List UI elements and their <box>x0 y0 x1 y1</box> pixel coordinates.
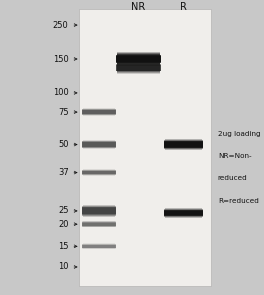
Bar <box>79 9 211 286</box>
Text: NR=Non-: NR=Non- <box>218 153 251 159</box>
Bar <box>82 142 116 147</box>
Bar <box>116 65 161 71</box>
Bar <box>83 243 115 249</box>
Bar <box>117 63 160 73</box>
Bar <box>82 207 116 215</box>
Bar <box>82 171 116 174</box>
Text: 10: 10 <box>58 263 69 271</box>
Text: 150: 150 <box>53 55 69 63</box>
Text: 15: 15 <box>58 242 69 251</box>
Bar <box>164 210 203 216</box>
Bar <box>82 244 116 248</box>
Bar <box>83 221 115 227</box>
Bar <box>82 244 116 249</box>
Bar <box>83 108 115 116</box>
Text: 250: 250 <box>53 21 69 30</box>
Text: 20: 20 <box>58 220 69 229</box>
Bar <box>165 209 202 217</box>
Text: 2ug loading: 2ug loading <box>218 131 260 137</box>
Bar <box>82 221 116 227</box>
Bar <box>82 170 116 175</box>
Bar <box>82 141 116 148</box>
Bar <box>164 141 203 148</box>
Bar <box>117 54 161 64</box>
Text: NR: NR <box>131 2 146 12</box>
Bar <box>82 141 116 148</box>
Bar <box>117 62 160 74</box>
Bar <box>117 52 160 66</box>
Text: reduced: reduced <box>218 176 248 181</box>
Bar <box>164 142 203 147</box>
Bar <box>83 205 115 217</box>
Bar <box>82 171 116 175</box>
Bar <box>116 64 161 71</box>
Bar <box>164 142 203 148</box>
Bar <box>82 206 116 216</box>
Bar <box>82 110 116 114</box>
Bar <box>82 245 116 248</box>
Bar <box>165 139 202 150</box>
Bar <box>82 208 116 214</box>
Bar <box>164 140 202 149</box>
Bar <box>164 211 203 215</box>
Bar <box>116 56 161 62</box>
Bar <box>82 109 116 115</box>
Bar <box>117 64 161 72</box>
Text: 37: 37 <box>58 168 69 177</box>
Bar <box>82 170 116 175</box>
Text: 25: 25 <box>58 206 69 215</box>
Bar <box>117 53 160 65</box>
Bar <box>83 169 115 176</box>
Bar <box>82 222 116 227</box>
Text: R: R <box>180 2 187 12</box>
Bar <box>82 110 116 114</box>
Bar <box>82 223 116 226</box>
Bar <box>82 109 116 115</box>
Text: 100: 100 <box>53 88 69 97</box>
Bar <box>82 142 116 147</box>
Text: 75: 75 <box>58 108 69 117</box>
Bar <box>82 207 116 214</box>
Bar <box>83 140 115 149</box>
Bar <box>82 222 116 226</box>
Text: R=reduced: R=reduced <box>218 198 259 204</box>
Bar <box>164 210 203 216</box>
Bar <box>116 55 161 63</box>
Bar <box>164 209 202 217</box>
Bar <box>82 245 116 248</box>
Text: 50: 50 <box>58 140 69 149</box>
